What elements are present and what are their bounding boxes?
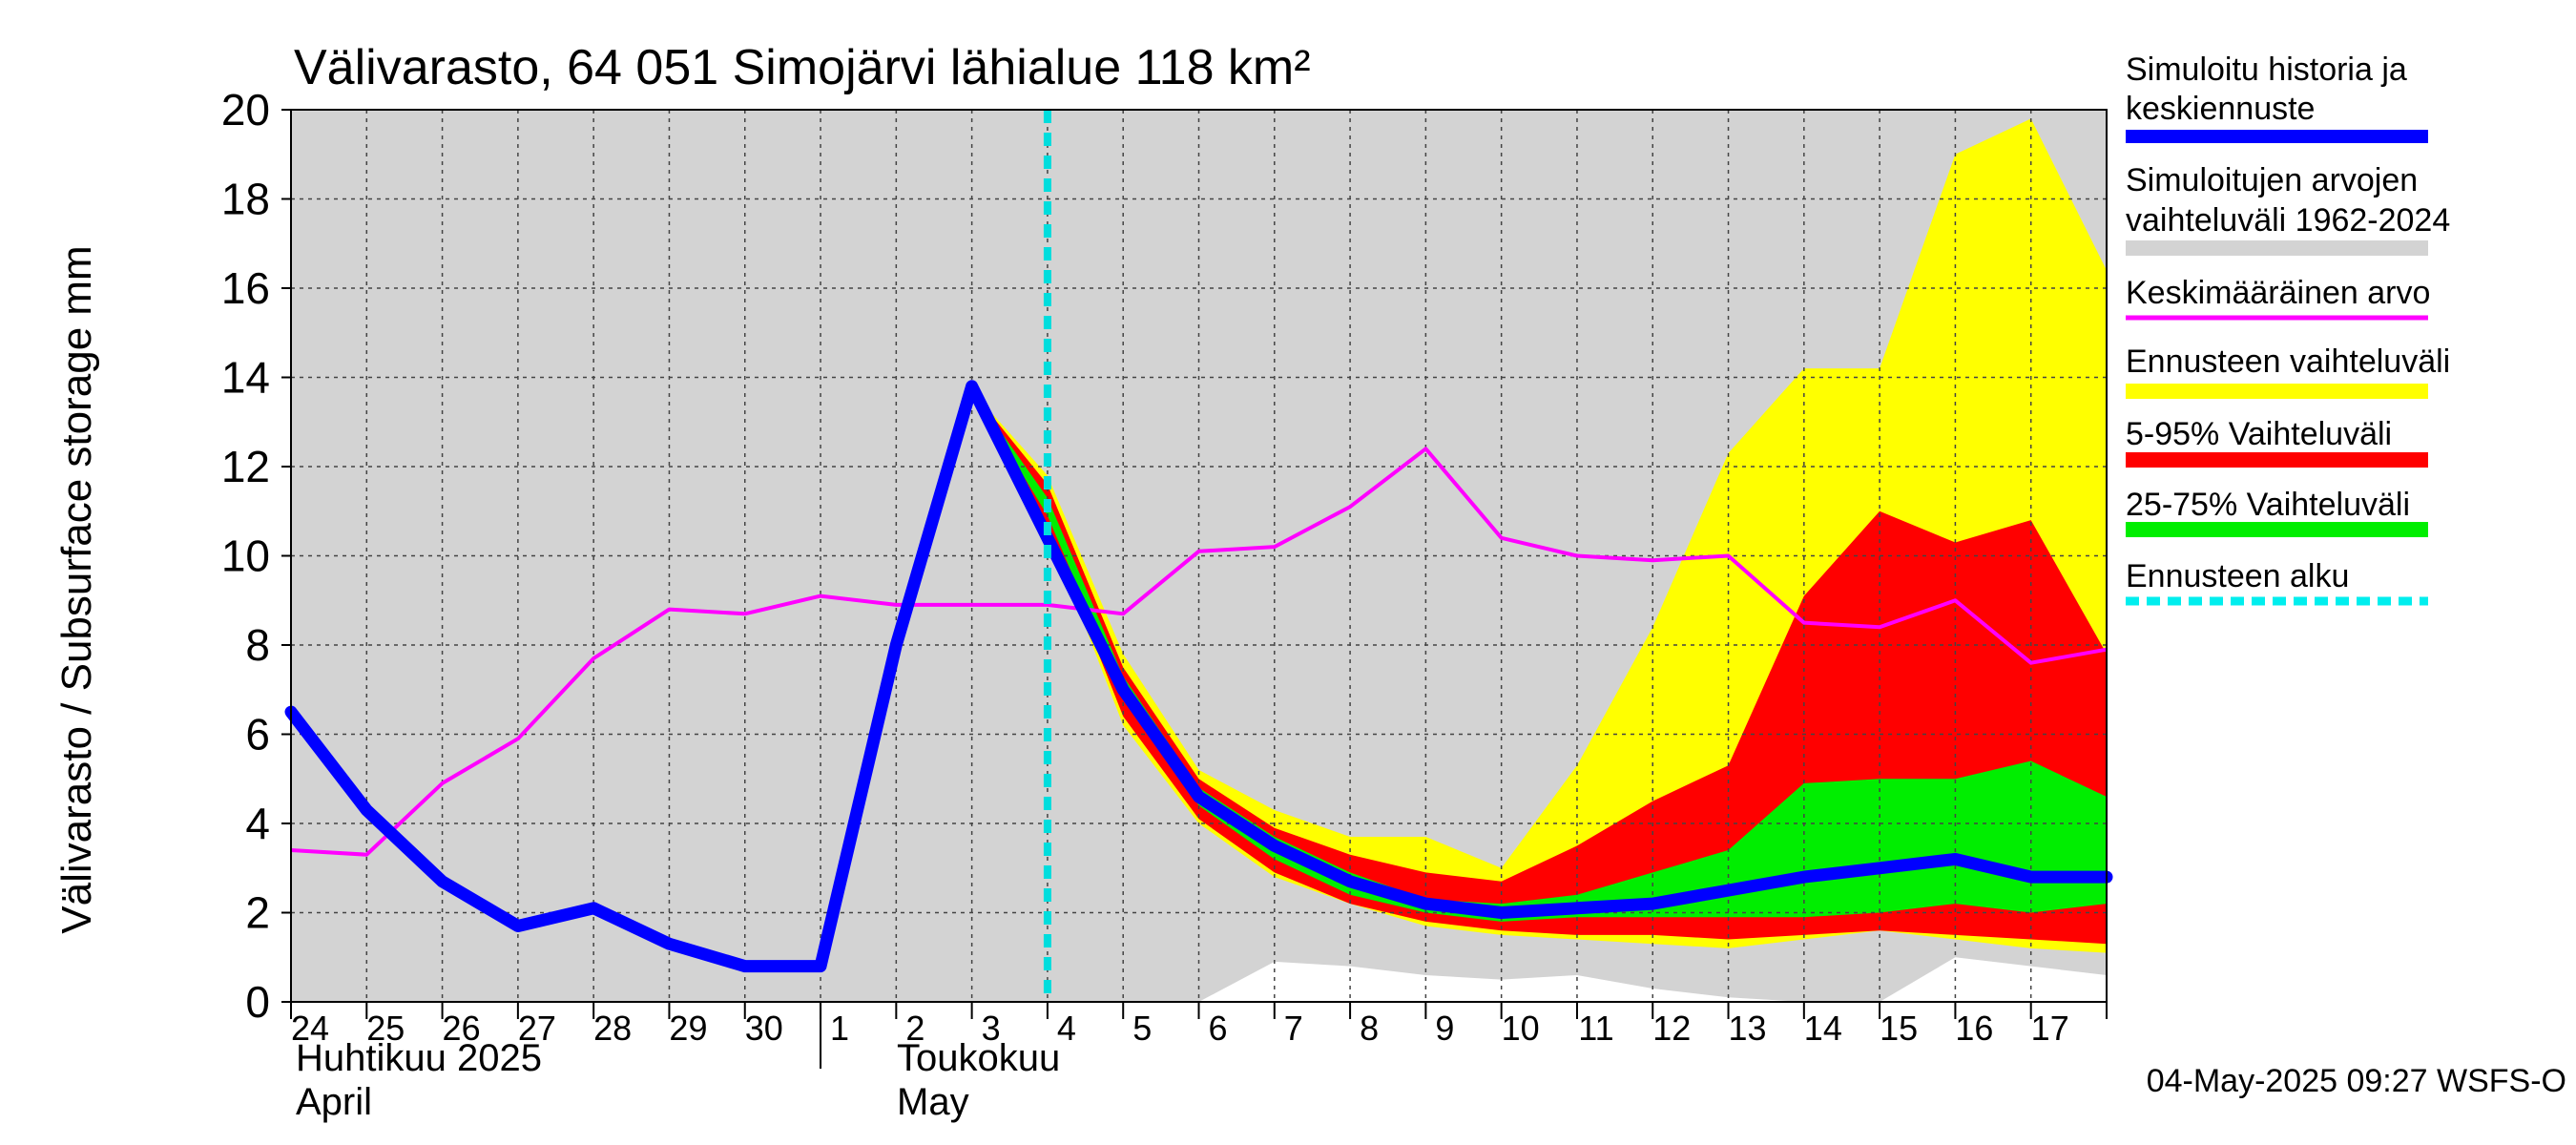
y-tick-label: 18 [221, 175, 270, 224]
x-tick-label: 14 [1804, 1009, 1842, 1048]
y-tick-label: 0 [245, 977, 270, 1027]
x-tick-label: 3 [982, 1009, 1001, 1048]
legend-label: 5-95% Vaihteluväli [2126, 416, 2392, 452]
chart-title: Välivarasto, 64 051 Simojärvi lähialue 1… [294, 40, 1311, 95]
legend-label: Simuloitu historia ja [2126, 52, 2407, 88]
x-tick-label: 2 [905, 1009, 924, 1048]
y-tick-label: 8 [245, 620, 270, 670]
x-tick-label: 11 [1578, 1009, 1613, 1048]
x-axis: 24 25 26 27 28 29 30 1 2 3 4 5 6 7 8 9 10 11 12 13 14 15 16 17 [290, 1002, 2108, 1069]
x-tick-label: 27 [518, 1009, 556, 1048]
y-tick-label: 6 [245, 710, 270, 760]
x-tick-label: 7 [1284, 1009, 1303, 1048]
x-tick-label: 4 [1057, 1009, 1076, 1048]
legend-label: Keskimääräinen arvo [2126, 275, 2430, 311]
x-tick-label: 1 [830, 1009, 849, 1048]
x-tick-label: 12 [1652, 1009, 1691, 1048]
y-tick-label: 4 [245, 799, 270, 848]
x-tick-label: 5 [1132, 1009, 1152, 1048]
y-axis: 0 2 4 6 8 10 12 14 16 18 20 [221, 85, 291, 1027]
y-tick-label: 16 [221, 263, 270, 313]
month-label-may-fi: Toukokuu [897, 1037, 1060, 1079]
x-tick-label: 16 [1955, 1009, 1993, 1048]
x-tick-label: 30 [745, 1009, 783, 1048]
legend-label: 25-75% Vaihteluväli [2126, 487, 2410, 523]
p25-75-band [971, 390, 2107, 922]
x-tick-label: 13 [1729, 1009, 1767, 1048]
x-tick-label: 29 [669, 1009, 707, 1048]
y-tick-label: 20 [221, 85, 270, 135]
x-tick-label: 9 [1435, 1009, 1454, 1048]
month-label-april-fi: Huhtikuu 2025 [296, 1037, 542, 1079]
grid-lines [291, 110, 2107, 1002]
x-tick-label: 17 [2031, 1009, 2069, 1048]
x-tick-label: 15 [1880, 1009, 1918, 1048]
y-axis-label: Välivarasto / Subsurface storage mm [53, 245, 100, 933]
y-tick-label: 10 [221, 531, 270, 581]
simulated-line [284, 380, 2113, 973]
timestamp: 04-May-2025 09:27 WSFS-O [2147, 1063, 2566, 1099]
y-tick-label: 2 [245, 888, 270, 938]
legend-label: keskiennuste [2126, 91, 2315, 127]
legend-label: Ennusteen alku [2126, 558, 2349, 594]
y-tick-label: 14 [221, 353, 270, 403]
plot-area [284, 109, 2113, 1003]
legend-label: Simuloitujen arvojen [2126, 162, 2418, 198]
x-tick-label: 26 [443, 1009, 481, 1048]
y-tick-label: 12 [221, 442, 270, 491]
legend-label: vaihteluväli 1962-2024 [2126, 202, 2450, 239]
x-tick-label: 6 [1208, 1009, 1227, 1048]
mean-line [290, 447, 2108, 857]
month-label-may-en: May [897, 1081, 969, 1123]
x-tick-label: 25 [366, 1009, 405, 1048]
x-tick-label: 24 [291, 1009, 329, 1048]
month-label-april-en: April [296, 1081, 372, 1123]
x-tick-label: 8 [1360, 1009, 1379, 1048]
legend-label: Ennusteen vaihteluväli [2126, 344, 2450, 380]
x-tick-label: 10 [1502, 1009, 1540, 1048]
x-tick-label: 28 [593, 1009, 632, 1048]
